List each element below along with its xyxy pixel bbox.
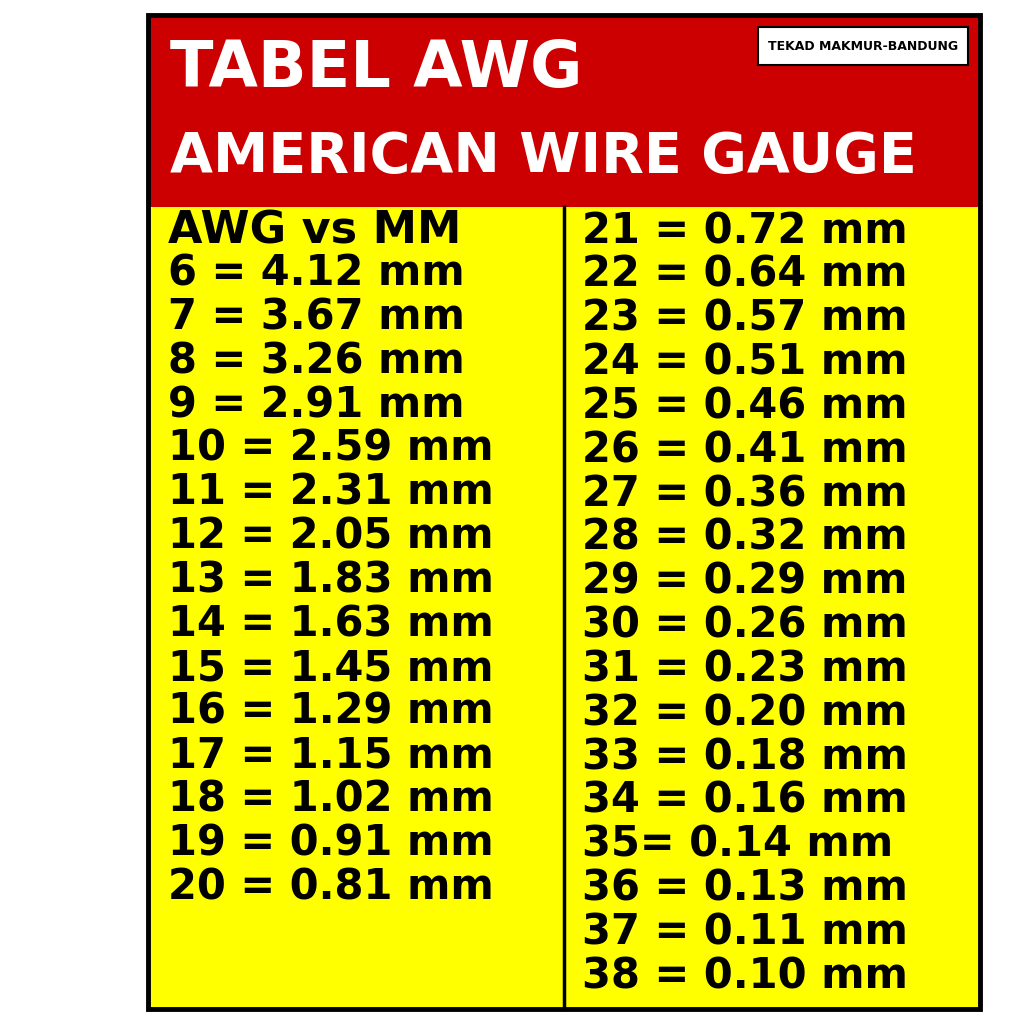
Text: 11 = 2.31 mm: 11 = 2.31 mm [168, 472, 494, 514]
Text: 16 = 1.29 mm: 16 = 1.29 mm [168, 691, 494, 733]
Text: 18 = 1.02 mm: 18 = 1.02 mm [168, 778, 494, 820]
Text: 37 = 0.11 mm: 37 = 0.11 mm [582, 911, 908, 953]
Text: TEKAD MAKMUR-BANDUNG: TEKAD MAKMUR-BANDUNG [768, 40, 958, 52]
Text: 35= 0.14 mm: 35= 0.14 mm [582, 823, 893, 865]
Text: 7 = 3.67 mm: 7 = 3.67 mm [168, 296, 465, 339]
Bar [148, 207, 980, 1009]
Text: 12 = 2.05 mm: 12 = 2.05 mm [168, 515, 494, 557]
Text: 29 = 0.29 mm: 29 = 0.29 mm [582, 561, 907, 603]
Text: 19 = 0.91 mm: 19 = 0.91 mm [168, 822, 494, 864]
Text: 20 = 0.81 mm: 20 = 0.81 mm [168, 866, 494, 908]
Text: 26 = 0.41 mm: 26 = 0.41 mm [582, 429, 907, 471]
Text: 22 = 0.64 mm: 22 = 0.64 mm [582, 254, 907, 296]
Text: 34 = 0.16 mm: 34 = 0.16 mm [582, 780, 907, 822]
Text: AMERICAN WIRE GAUGE: AMERICAN WIRE GAUGE [170, 130, 916, 184]
Text: 15 = 1.45 mm: 15 = 1.45 mm [168, 647, 494, 689]
Text: 21 = 0.72 mm: 21 = 0.72 mm [582, 210, 907, 252]
Text: 25 = 0.46 mm: 25 = 0.46 mm [582, 385, 907, 427]
Bar [148, 15, 980, 1009]
Text: 33 = 0.18 mm: 33 = 0.18 mm [582, 736, 908, 778]
Text: 17 = 1.15 mm: 17 = 1.15 mm [168, 734, 494, 776]
Text: 31 = 0.23 mm: 31 = 0.23 mm [582, 648, 907, 690]
Text: 8 = 3.26 mm: 8 = 3.26 mm [168, 340, 465, 382]
Text: 32 = 0.20 mm: 32 = 0.20 mm [582, 692, 907, 734]
Text: 23 = 0.57 mm: 23 = 0.57 mm [582, 298, 907, 340]
Text: 6 = 4.12 mm: 6 = 4.12 mm [168, 253, 465, 295]
Text: 14 = 1.63 mm: 14 = 1.63 mm [168, 603, 494, 645]
Bar [758, 27, 968, 65]
Text: TABEL AWG: TABEL AWG [170, 38, 583, 99]
Text: 38 = 0.10 mm: 38 = 0.10 mm [582, 955, 908, 997]
Text: 10 = 2.59 mm: 10 = 2.59 mm [168, 428, 494, 470]
Text: 27 = 0.36 mm: 27 = 0.36 mm [582, 473, 907, 515]
Bar [148, 15, 980, 207]
Text: 28 = 0.32 mm: 28 = 0.32 mm [582, 517, 907, 559]
Text: AWG vs MM: AWG vs MM [168, 210, 462, 253]
Text: 9 = 2.91 mm: 9 = 2.91 mm [168, 384, 465, 426]
Text: 13 = 1.83 mm: 13 = 1.83 mm [168, 559, 494, 601]
Text: 24 = 0.51 mm: 24 = 0.51 mm [582, 342, 907, 384]
Text: 36 = 0.13 mm: 36 = 0.13 mm [582, 867, 908, 909]
Text: 30 = 0.26 mm: 30 = 0.26 mm [582, 604, 907, 646]
